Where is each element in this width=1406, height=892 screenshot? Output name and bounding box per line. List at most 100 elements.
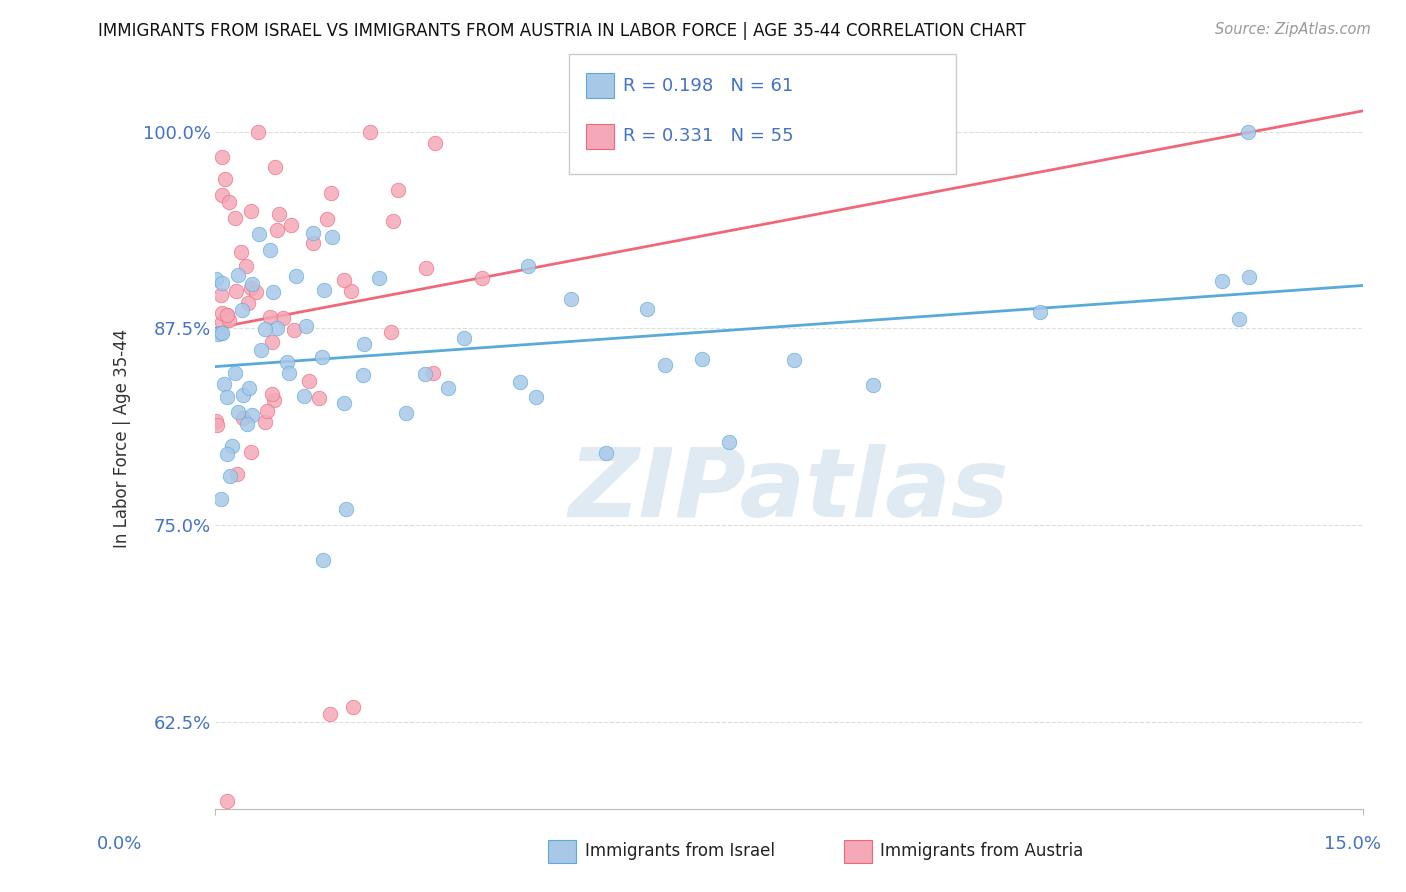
Point bbox=[245, 285, 267, 300]
Point bbox=[415, 260, 437, 275]
Point bbox=[425, 136, 447, 151]
Point bbox=[211, 187, 233, 202]
Point bbox=[453, 331, 475, 345]
Point bbox=[259, 310, 281, 324]
Point bbox=[214, 171, 236, 186]
Point bbox=[367, 271, 389, 285]
Point bbox=[292, 389, 315, 403]
Point bbox=[262, 335, 284, 350]
Point bbox=[224, 211, 246, 226]
Point bbox=[266, 321, 288, 335]
Point bbox=[359, 124, 381, 138]
Point bbox=[221, 439, 243, 453]
Point bbox=[226, 268, 249, 283]
Text: Immigrants from Austria: Immigrants from Austria bbox=[880, 842, 1084, 860]
Point bbox=[301, 226, 323, 240]
Point bbox=[229, 244, 252, 259]
Point bbox=[211, 315, 233, 329]
Point bbox=[253, 415, 276, 429]
Point bbox=[333, 273, 356, 287]
Point bbox=[321, 186, 343, 200]
Text: 0.0%: 0.0% bbox=[97, 835, 142, 853]
Point bbox=[311, 350, 333, 364]
Point bbox=[212, 376, 235, 391]
Text: R = 0.198   N = 61: R = 0.198 N = 61 bbox=[623, 77, 793, 95]
Point bbox=[218, 195, 240, 210]
Point bbox=[380, 325, 402, 339]
Point bbox=[312, 553, 335, 567]
Point bbox=[332, 396, 354, 410]
Point bbox=[862, 378, 884, 392]
Point bbox=[319, 707, 342, 722]
Point bbox=[242, 277, 264, 292]
Point bbox=[335, 502, 357, 516]
Text: R = 0.331   N = 55: R = 0.331 N = 55 bbox=[623, 128, 793, 145]
Point bbox=[342, 699, 364, 714]
Point bbox=[283, 323, 305, 337]
Point bbox=[560, 292, 582, 306]
Point bbox=[352, 368, 374, 382]
Point bbox=[277, 366, 299, 380]
Point bbox=[238, 296, 260, 310]
Point bbox=[247, 227, 270, 242]
Point bbox=[235, 259, 257, 273]
Point bbox=[516, 259, 538, 273]
Point bbox=[240, 281, 263, 295]
Point bbox=[232, 411, 254, 425]
Point bbox=[232, 387, 254, 401]
Point bbox=[690, 351, 713, 366]
Point bbox=[312, 283, 335, 297]
Point bbox=[240, 445, 263, 459]
Point bbox=[256, 404, 278, 418]
Point bbox=[280, 218, 302, 232]
Point bbox=[215, 308, 238, 322]
Point bbox=[215, 446, 238, 460]
Text: 15.0%: 15.0% bbox=[1324, 835, 1381, 853]
Point bbox=[253, 322, 276, 336]
Point bbox=[471, 271, 494, 285]
Point bbox=[226, 467, 249, 481]
Point bbox=[231, 303, 253, 318]
Point bbox=[207, 327, 229, 342]
Point bbox=[636, 302, 658, 317]
Point bbox=[1211, 274, 1233, 288]
Point bbox=[209, 288, 232, 302]
Point bbox=[209, 326, 232, 340]
Point bbox=[228, 405, 250, 419]
Point bbox=[1237, 124, 1260, 138]
Point bbox=[205, 414, 228, 428]
Point bbox=[240, 408, 263, 422]
Point bbox=[211, 150, 233, 164]
Point bbox=[225, 284, 247, 298]
Point bbox=[381, 213, 404, 227]
Point bbox=[321, 230, 343, 244]
Point bbox=[215, 308, 238, 322]
Point bbox=[211, 326, 233, 341]
Text: ZIPatlas: ZIPatlas bbox=[569, 444, 1010, 537]
Y-axis label: In Labor Force | Age 35-44: In Labor Force | Age 35-44 bbox=[114, 329, 131, 549]
Point bbox=[263, 160, 285, 174]
Point bbox=[717, 434, 740, 449]
Point bbox=[284, 269, 307, 284]
Point bbox=[1239, 270, 1261, 285]
Point bbox=[340, 284, 363, 298]
Text: Immigrants from Israel: Immigrants from Israel bbox=[585, 842, 775, 860]
Point bbox=[266, 222, 288, 236]
Point bbox=[315, 212, 337, 227]
Point bbox=[413, 367, 436, 381]
Point bbox=[205, 417, 228, 432]
Point bbox=[295, 319, 318, 334]
Point bbox=[387, 183, 409, 197]
Point bbox=[215, 390, 238, 404]
Point bbox=[205, 271, 228, 285]
Point bbox=[1227, 312, 1250, 326]
Point bbox=[269, 207, 291, 221]
Point bbox=[509, 375, 531, 389]
Point bbox=[524, 390, 547, 404]
Point bbox=[595, 446, 617, 460]
Point bbox=[783, 352, 806, 367]
Point bbox=[271, 311, 294, 326]
Point bbox=[654, 358, 676, 372]
Point bbox=[308, 391, 330, 405]
Point bbox=[1029, 305, 1052, 319]
